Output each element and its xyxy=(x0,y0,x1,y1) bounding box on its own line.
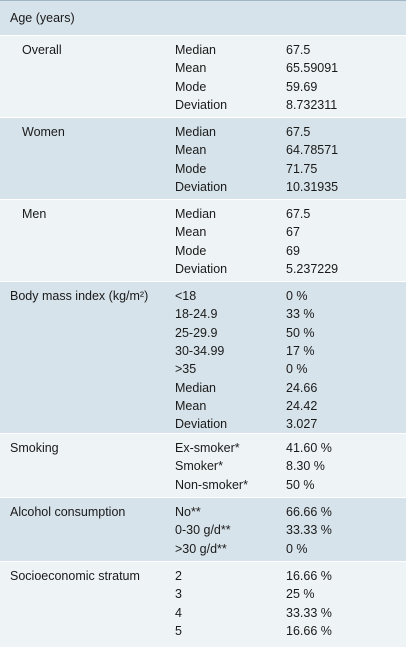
row-category: Median xyxy=(175,207,216,221)
section-label: Women xyxy=(22,125,65,139)
row-category: Mean xyxy=(175,143,207,158)
row-category: No** xyxy=(175,505,201,519)
row-value: 5.237229 xyxy=(286,261,339,276)
row-value: 16.66 % xyxy=(286,569,332,583)
section-1: Overall Median 67.5 Mean 65.59091 Mode 59.69 De… xyxy=(0,35,406,117)
section-5: Smoking Ex-smoker* 41.60 % Smoker* 8.30 % Non… xyxy=(0,433,406,497)
row-category: <18 xyxy=(175,289,197,303)
row-category: 2 xyxy=(175,569,182,583)
row-category: Mean xyxy=(175,61,207,76)
row-value: 24.66 xyxy=(286,380,318,395)
row-category: Mode xyxy=(175,243,207,258)
row-value: 59.69 xyxy=(286,79,318,94)
section-label: Socioeconomic stratum xyxy=(10,569,140,583)
row-category: Non-smoker* xyxy=(175,477,248,492)
section-2: Women Median 67.5 Mean 64.78571 Mode 71.75 Devi… xyxy=(0,117,406,199)
row-category: Mean xyxy=(175,225,207,240)
section-4: Body mass index (kg/m²) <18 0 % 18-24.9 33 %… xyxy=(0,281,406,433)
row-value: 67.5 xyxy=(286,125,311,139)
row-value: 33.33 % xyxy=(286,523,332,538)
row-value: 64.78571 xyxy=(286,143,339,158)
row-category: Ex-smoker* xyxy=(175,441,240,455)
row-value: 24.42 xyxy=(286,398,318,413)
row-value: 67.5 xyxy=(286,207,311,221)
row-category: 25-29.9 xyxy=(175,325,218,340)
row-value: 3.027 xyxy=(286,417,318,432)
row-value: 0 % xyxy=(286,541,308,556)
row-value: 10.31935 xyxy=(286,179,339,194)
row-value: 0 % xyxy=(286,362,308,377)
row-category: Deviation xyxy=(175,417,228,432)
row-category: Mean xyxy=(175,398,207,413)
row-category: Median xyxy=(175,380,216,395)
section-0: Age (years) xyxy=(0,1,406,35)
row-category: 18-24.9 xyxy=(175,307,218,322)
row-value: 65.59091 xyxy=(286,61,339,76)
row-category: >35 xyxy=(175,362,197,377)
row-category: Deviation xyxy=(175,261,228,276)
row-category: Smoker* xyxy=(175,459,223,474)
row-category: Mode xyxy=(175,161,207,176)
section-7: Socioeconomic stratum 2 16.66 % 3 25 % 4 33.33… xyxy=(0,561,406,647)
row-value: 50 % xyxy=(286,325,315,340)
row-value: 69 xyxy=(286,243,300,258)
row-category: Median xyxy=(175,125,216,139)
section-label: Age (years) xyxy=(10,11,75,25)
row-category: Mode xyxy=(175,79,207,94)
row-value: 50 % xyxy=(286,477,315,492)
row-value: 67 xyxy=(286,225,300,240)
section-label: Men xyxy=(22,207,47,221)
row-category: 5 xyxy=(175,623,182,638)
row-category: 4 xyxy=(175,605,182,620)
row-value: 71.75 xyxy=(286,161,318,176)
row-category: >30 g/d** xyxy=(175,541,227,556)
section-3: Men Median 67.5 Mean 67 Mode 69 Deviation 5.2372… xyxy=(0,199,406,281)
row-value: 33.33 % xyxy=(286,605,332,620)
row-category: 30-34.99 xyxy=(175,343,225,358)
section-label: Smoking xyxy=(10,441,59,455)
row-value: 33 % xyxy=(286,307,315,322)
row-value: 41.60 % xyxy=(286,441,332,455)
section-label: Alcohol consumption xyxy=(10,505,126,519)
row-value: 25 % xyxy=(286,587,315,602)
row-category: 3 xyxy=(175,587,182,602)
row-value: 66.66 % xyxy=(286,505,332,519)
row-value: 17 % xyxy=(286,343,315,358)
row-value: 16.66 % xyxy=(286,623,332,638)
row-value: 8.732311 xyxy=(286,97,338,112)
row-value: 0 % xyxy=(286,289,308,303)
section-6: Alcohol consumption No** 66.66 % 0-30 g/d**… xyxy=(0,497,406,561)
section-label: Body mass index (kg/m²) xyxy=(10,289,149,303)
row-category: Deviation xyxy=(175,179,228,194)
row-category: Deviation xyxy=(175,97,228,112)
section-label: Overall xyxy=(22,43,62,57)
row-category: Median xyxy=(175,43,216,57)
row-value: 67.5 xyxy=(286,43,311,57)
row-value: 8.30 % xyxy=(286,459,325,474)
row-category: 0-30 g/d** xyxy=(175,523,231,538)
